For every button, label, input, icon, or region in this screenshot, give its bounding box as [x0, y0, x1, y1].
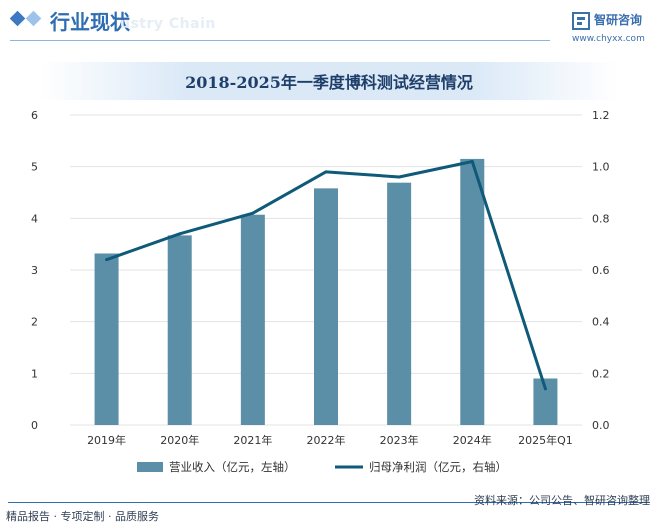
legend-bar-label: 营业收入（亿元，左轴） [169, 460, 296, 474]
line-point [324, 170, 328, 174]
line-point [543, 387, 547, 391]
x-tick-label: 2022年 [307, 433, 346, 447]
combo-chart: 0 1 2 3 4 5 6 0.0 0.2 0.4 0.6 0.8 1.0 1.2 2019年 2020年 20… [31, 109, 610, 474]
chart-title-band [40, 62, 618, 100]
y-left-tick-label: 6 [31, 109, 38, 122]
line-point [178, 232, 182, 236]
y-right-tick-label: 1.2 [592, 109, 610, 122]
y-right-tick-label: 0.8 [592, 212, 610, 225]
y-right-tick-label: 0.2 [592, 367, 610, 380]
y-right-tick-label: 0.0 [592, 419, 610, 432]
footer-slogan: 精品报告 · 专项定制 · 品质服务 [6, 510, 159, 523]
diamond-icon [25, 10, 42, 27]
y-left-tick-label: 4 [31, 212, 38, 225]
y-left-tick-label: 5 [31, 161, 38, 174]
brand-url: www.chyxx.com [572, 34, 645, 44]
brand-logo: 智研咨询 www.chyxx.com [568, 8, 658, 48]
x-tick-label: 2021年 [233, 433, 272, 447]
line-point [105, 258, 109, 262]
x-tick-label: 2024年 [453, 433, 492, 447]
x-tick-label: 2023年 [380, 433, 419, 447]
line-point [470, 160, 474, 163]
x-tick-label: 2020年 [160, 433, 199, 447]
bar [387, 182, 412, 425]
bar [240, 214, 265, 425]
y-left-tick-label: 3 [31, 264, 38, 277]
y-right-tick-label: 0.4 [592, 316, 610, 329]
legend-bar-swatch [137, 462, 163, 472]
bar [94, 253, 119, 425]
x-tick-label: 2025年Q1 [518, 433, 573, 447]
chart-title: 2018-2025年一季度博科测试经营情况 [185, 73, 473, 92]
bar [460, 158, 485, 425]
y-left-tick-label: 0 [31, 419, 38, 432]
section-header: 行业现状 ustry Chain [0, 0, 658, 44]
y-left-tick-label: 2 [31, 316, 38, 329]
line-point [251, 211, 255, 215]
footer-divider [8, 502, 650, 503]
bar [314, 188, 338, 425]
brand-logo-icon [572, 12, 590, 30]
diamond-icon [9, 10, 26, 27]
brand-name: 智研咨询 [594, 13, 643, 27]
bar [167, 235, 192, 425]
header-divider [10, 40, 550, 41]
line-point [397, 175, 401, 179]
y-right-tick-label: 0.6 [592, 264, 610, 277]
ghost-watermark-text: ustry Chain [120, 16, 216, 32]
y-right-tick-label: 1.0 [592, 161, 610, 174]
y-left-tick-label: 1 [31, 367, 38, 380]
footer-source: 资料来源：公司公告、智研咨询整理 [474, 494, 650, 507]
legend-line-label: 归母净利润（亿元，右轴） [369, 460, 507, 474]
section-title: 行业现状 [50, 10, 130, 34]
x-tick-label: 2019年 [87, 433, 126, 447]
